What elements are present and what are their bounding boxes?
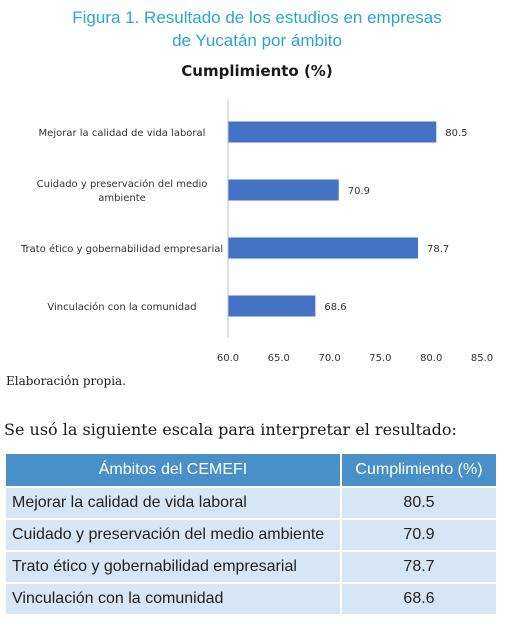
table-header-ambitos: Ámbitos del CEMEFI [4, 452, 342, 488]
figure-title: Figura 1. Resultado de los estudios en e… [0, 6, 514, 52]
bar-1 [228, 179, 339, 201]
x-tick-label-3: 75.0 [369, 353, 391, 364]
category-label-1-line-1: ambiente [98, 193, 146, 204]
table-header-row: Ámbitos del CEMEFI Cumplimiento (%) [4, 452, 498, 488]
x-tick-label-2: 70.0 [318, 353, 340, 364]
category-label-0: Mejorar la calidad de vida laboral [39, 128, 206, 139]
table-cell-value: 70.9 [340, 518, 498, 552]
bar-2 [228, 237, 418, 259]
table-cell-ambito: Trato ético y gobernabilidad empresarial [4, 550, 342, 584]
table-row: Trato ético y gobernabilidad empresarial… [4, 550, 498, 584]
data-label-2: 78.7 [427, 244, 449, 255]
x-tick-label-1: 65.0 [268, 353, 290, 364]
intro-text: Se usó la siguiente escala para interpre… [4, 420, 457, 439]
table-header-cumplimiento: Cumplimiento (%) [340, 452, 498, 488]
table-row: Mejorar la calidad de vida laboral 80.5 [4, 486, 498, 520]
table-cell-value: 80.5 [340, 486, 498, 520]
x-tick-label-0: 60.0 [217, 353, 239, 364]
scale-table: Ámbitos del CEMEFI Cumplimiento (%) Mejo… [4, 452, 498, 616]
bar-chart: 80.5 Mejorar la calidad de vida laboral 70… [20, 100, 493, 364]
x-tick-label-4: 80.0 [420, 353, 442, 364]
chart-title: Cumplimiento (%) [181, 62, 333, 80]
source-note: Elaboración propia. [6, 374, 127, 388]
x-tick-label-5: 85.0 [471, 353, 493, 364]
category-label-1-line-0: Cuidado y preservación del medio [37, 178, 208, 190]
category-label-2: Trato ético y gobernabilidad empresarial [20, 243, 223, 255]
table-cell-ambito: Mejorar la calidad de vida laboral [4, 486, 342, 520]
bar-3 [228, 295, 316, 317]
category-label-3: Vinculación con la comunidad [47, 301, 196, 313]
table-cell-value: 78.7 [340, 550, 498, 584]
figure-title-line-1: Figura 1. Resultado de los estudios en e… [72, 8, 442, 27]
table-cell-value: 68.6 [340, 582, 498, 616]
table-row: Vinculación con la comunidad 68.6 [4, 582, 498, 616]
data-label-3: 68.6 [324, 302, 346, 313]
table-cell-ambito: Vinculación con la comunidad [4, 582, 342, 616]
data-label-0: 80.5 [445, 128, 467, 139]
table-cell-ambito: Cuidado y preservación del medio ambient… [4, 518, 342, 552]
figure-title-line-2: de Yucatán por ámbito [172, 31, 342, 50]
table-row: Cuidado y preservación del medio ambient… [4, 518, 498, 552]
data-label-1: 70.9 [348, 186, 370, 197]
bar-0 [228, 121, 437, 143]
